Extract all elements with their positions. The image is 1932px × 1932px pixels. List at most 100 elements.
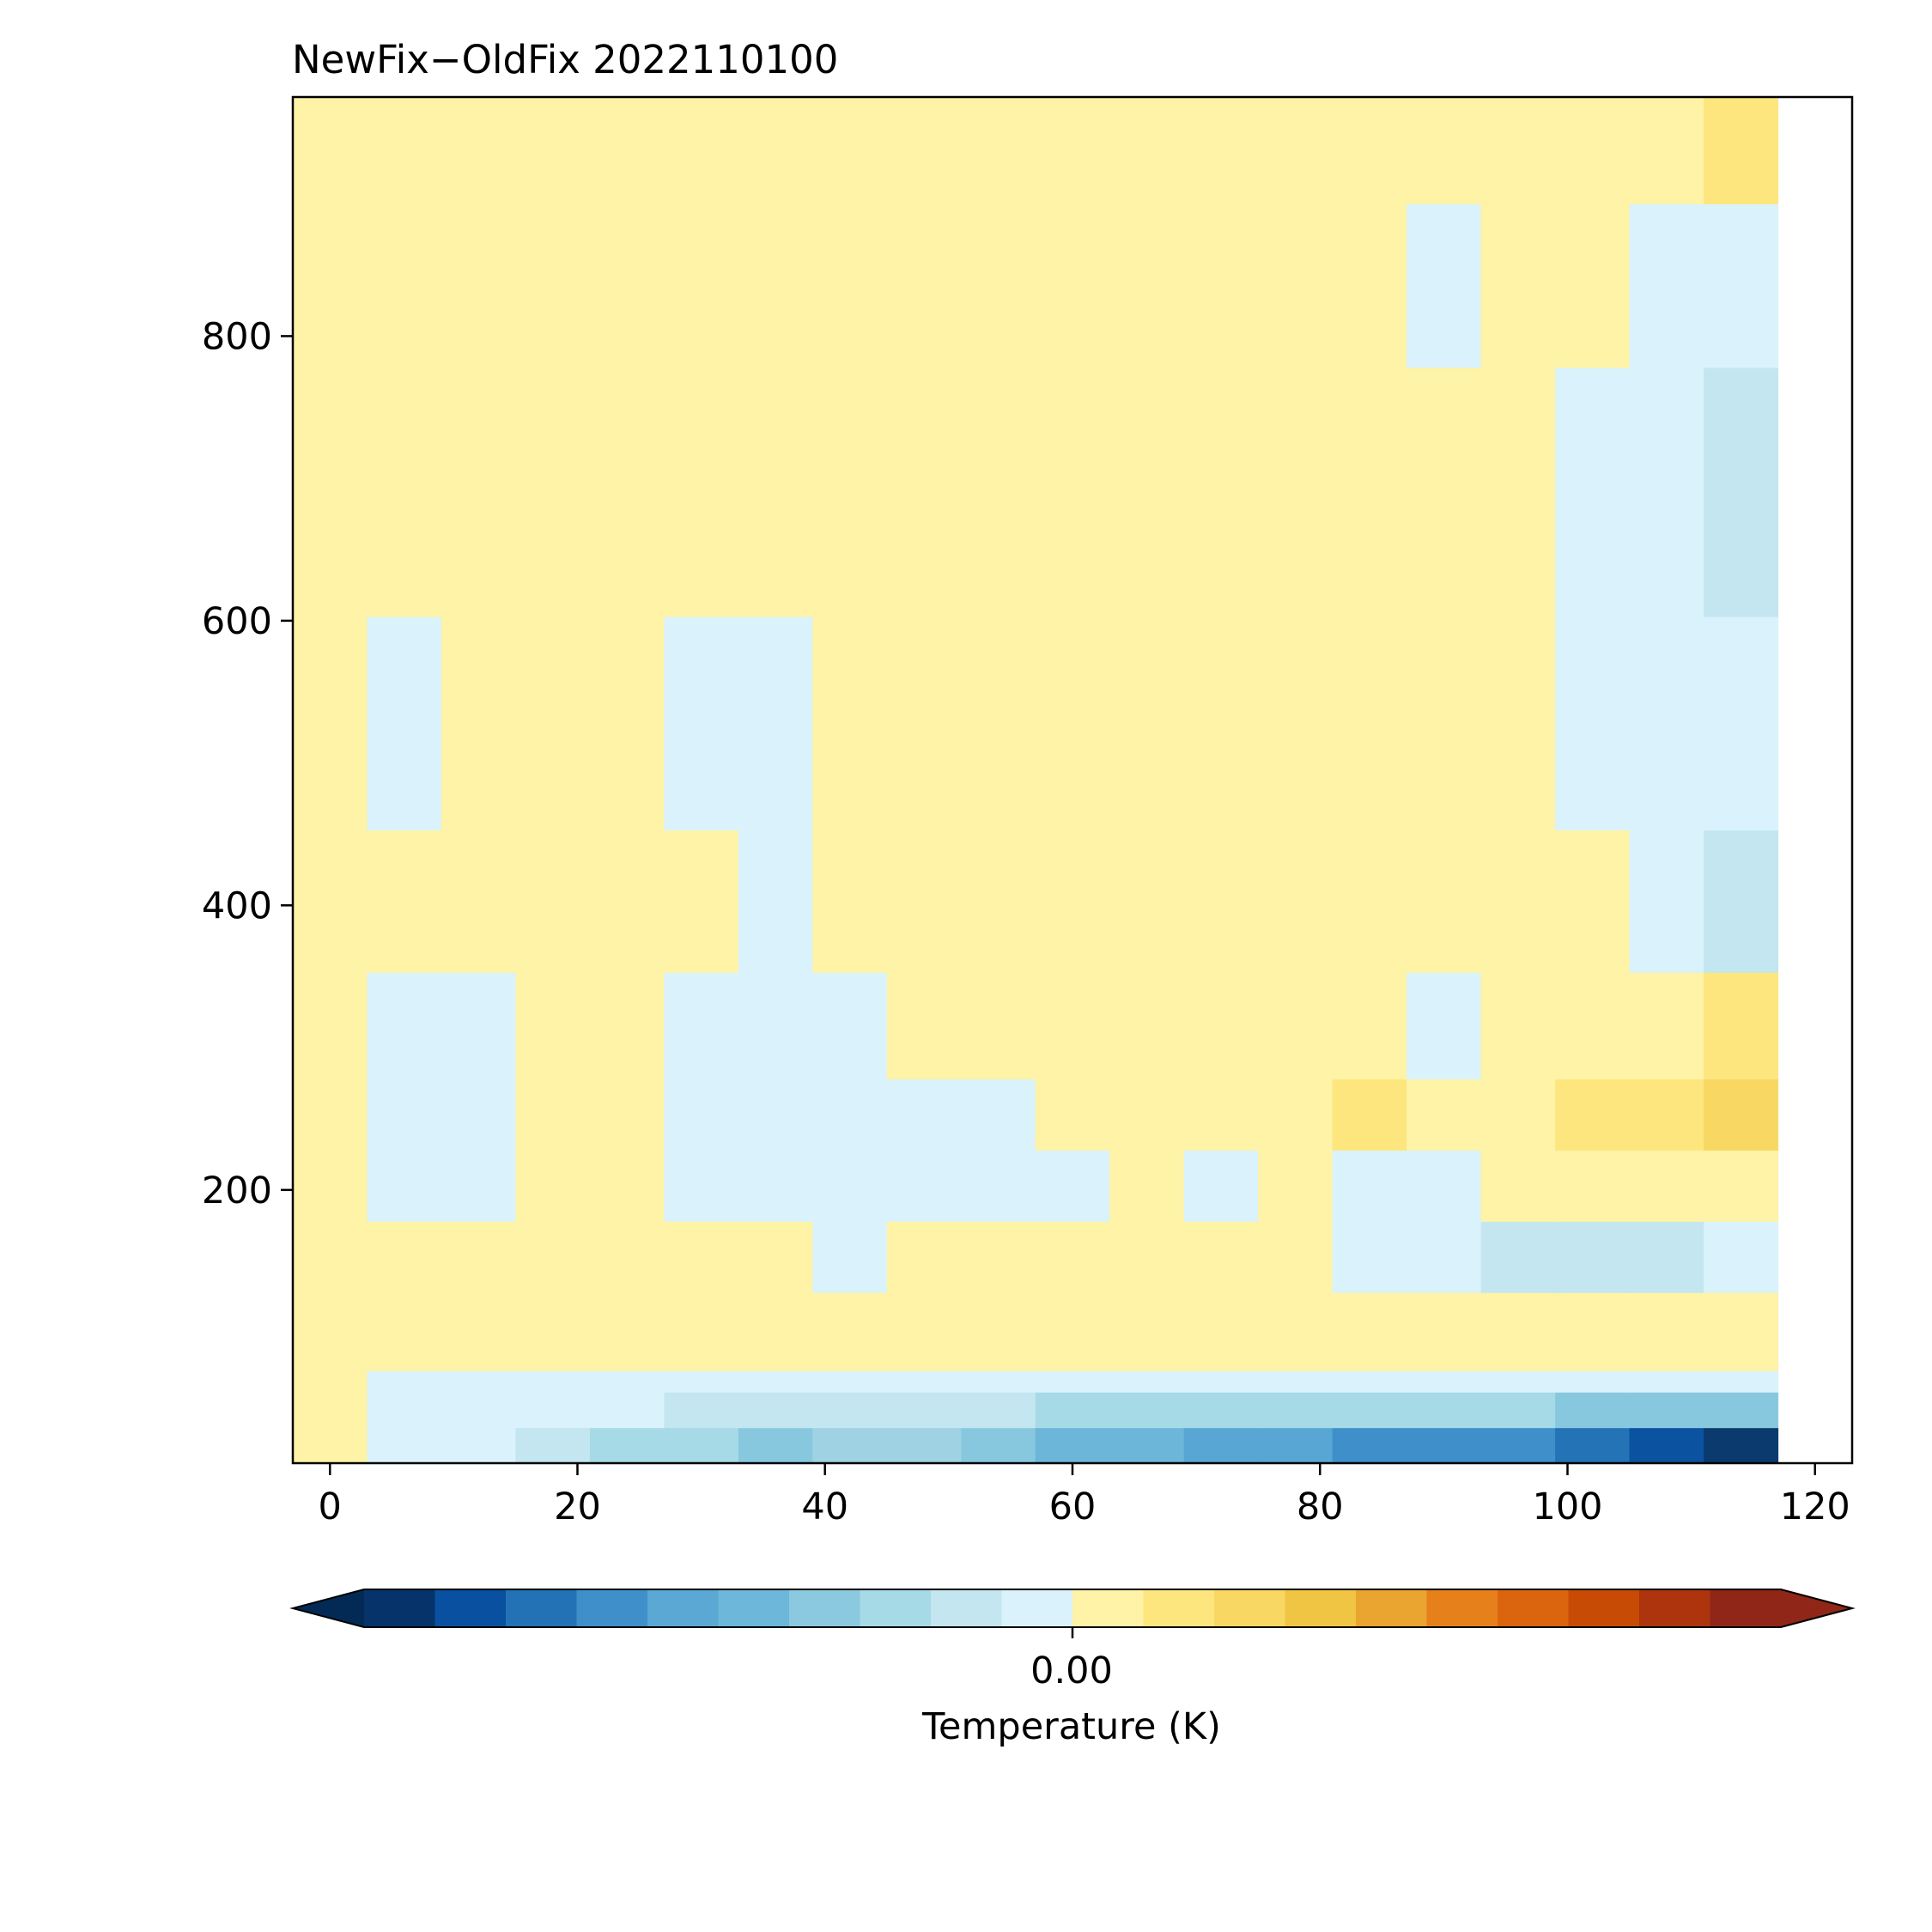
heatmap-cell [1406, 1392, 1482, 1429]
heatmap-cell [664, 829, 739, 973]
heatmap-cell [664, 1427, 739, 1464]
heatmap-cell [738, 1150, 813, 1222]
y-tick-label: 800 [202, 315, 272, 358]
heatmap-cell [1704, 1392, 1779, 1429]
heatmap-cell [1704, 972, 1779, 1080]
heatmap-cell [1183, 1370, 1259, 1393]
heatmap-cell [367, 972, 442, 1080]
heatmap-cell [1480, 972, 1556, 1080]
heatmap-cell [664, 97, 739, 204]
heatmap-cell [1183, 204, 1259, 368]
heatmap-cell [1406, 972, 1482, 1080]
colorbar-swatch [1568, 1589, 1640, 1627]
heatmap-cell [1555, 1392, 1631, 1429]
heatmap-cell [1555, 367, 1631, 617]
heatmap-cell [1406, 1292, 1482, 1371]
heatmap-cell [1629, 1150, 1704, 1222]
heatmap-cell [589, 1150, 665, 1222]
heatmap-cell [440, 1221, 517, 1293]
heatmap-cell [1035, 97, 1110, 204]
heatmap-cell [1109, 1370, 1185, 1393]
heatmap-cell [812, 1078, 888, 1151]
heatmap-cell [738, 1221, 813, 1293]
colorbar-swatch [1214, 1589, 1286, 1627]
heatmap-cell [440, 204, 517, 368]
colorbar-swatch [576, 1589, 648, 1627]
x-tick-label: 20 [554, 1485, 601, 1528]
heatmap-cell [1629, 616, 1704, 831]
heatmap-cell [1555, 204, 1631, 368]
heatmap-cell [1258, 1221, 1334, 1293]
x-axis-ticks: 0 20 40 60 80 100 120 [319, 1463, 1850, 1528]
heatmap-cell [1258, 1392, 1334, 1429]
heatmap-cell [886, 972, 962, 1080]
heatmap-cell [1332, 1078, 1407, 1151]
heatmap-cell [738, 829, 813, 973]
x-tick-label: 0 [319, 1485, 342, 1528]
heatmap-cell [1406, 204, 1482, 368]
heatmap-cell [1258, 97, 1334, 204]
heatmap-cell [1704, 1370, 1779, 1393]
heatmap-cell [1035, 829, 1110, 973]
heatmap-cell [1480, 204, 1556, 368]
heatmap-cell [738, 1392, 813, 1429]
heatmap-cell [812, 1392, 888, 1429]
heatmap-cell [1258, 616, 1334, 831]
heatmap-cell [1629, 367, 1704, 617]
colorbar-swatch [931, 1589, 1003, 1627]
heatmap-cell [1258, 1292, 1334, 1371]
heatmap-cell [886, 1427, 962, 1464]
heatmap-cell [515, 1370, 591, 1393]
heatmap-cell [589, 367, 665, 617]
heatmap-cell [886, 1078, 962, 1151]
heatmap-cell [293, 1292, 368, 1371]
heatmap-cell [1555, 1292, 1631, 1371]
heatmap-cell [1332, 97, 1407, 204]
heatmap-cell [1629, 1392, 1704, 1429]
heatmap-cell [1555, 97, 1631, 204]
heatmap-cell [1480, 616, 1556, 831]
heatmap-cell [1480, 1078, 1556, 1151]
heatmap-cell [961, 97, 1036, 204]
heatmap-cell [1480, 97, 1556, 204]
heatmap-cell [886, 204, 962, 368]
heatmap-cell [589, 616, 665, 831]
y-tick-label: 200 [202, 1170, 272, 1212]
heatmap-cell [1629, 204, 1704, 368]
heatmap-cell [515, 1221, 591, 1293]
heatmap-cell [293, 1078, 368, 1151]
heatmap-cell [515, 367, 591, 617]
heatmap-cell [440, 1392, 517, 1429]
heatmap-cell [440, 1370, 517, 1393]
heatmap-cell [1109, 972, 1185, 1080]
heatmap-cell [1555, 829, 1631, 973]
heatmap-cell [1035, 1392, 1110, 1429]
heatmap-cell [961, 204, 1036, 368]
heatmap-cell [440, 616, 517, 831]
heatmap-cell [1332, 1292, 1407, 1371]
heatmap-cell [1183, 972, 1259, 1080]
heatmap-cell [1035, 972, 1110, 1080]
colorbar-swatch [647, 1589, 720, 1627]
heatmap-cell [738, 1427, 813, 1464]
x-tick-label: 120 [1780, 1485, 1850, 1528]
colorbar-swatch [789, 1589, 861, 1627]
y-tick-label: 600 [202, 600, 272, 643]
heatmap-cell [367, 367, 442, 617]
heatmap-cell [589, 97, 665, 204]
heatmap-cell [664, 1221, 739, 1293]
heatmap-cell [1480, 1427, 1556, 1464]
heatmap-cell [738, 97, 813, 204]
heatmap-cell [1109, 97, 1185, 204]
heatmap-cell [1406, 829, 1482, 973]
heatmap-cell [738, 367, 813, 617]
heatmap-cell [367, 1427, 442, 1464]
heatmap-cell [1183, 1221, 1259, 1293]
heatmap-cell [738, 1292, 813, 1371]
heatmap-cell [1406, 1150, 1482, 1222]
x-tick-label: 40 [801, 1485, 848, 1528]
heatmap-cell [1258, 1370, 1334, 1393]
heatmap-cell [589, 1292, 665, 1371]
heatmap-cell [1109, 829, 1185, 973]
heatmap-cell [1258, 367, 1334, 617]
